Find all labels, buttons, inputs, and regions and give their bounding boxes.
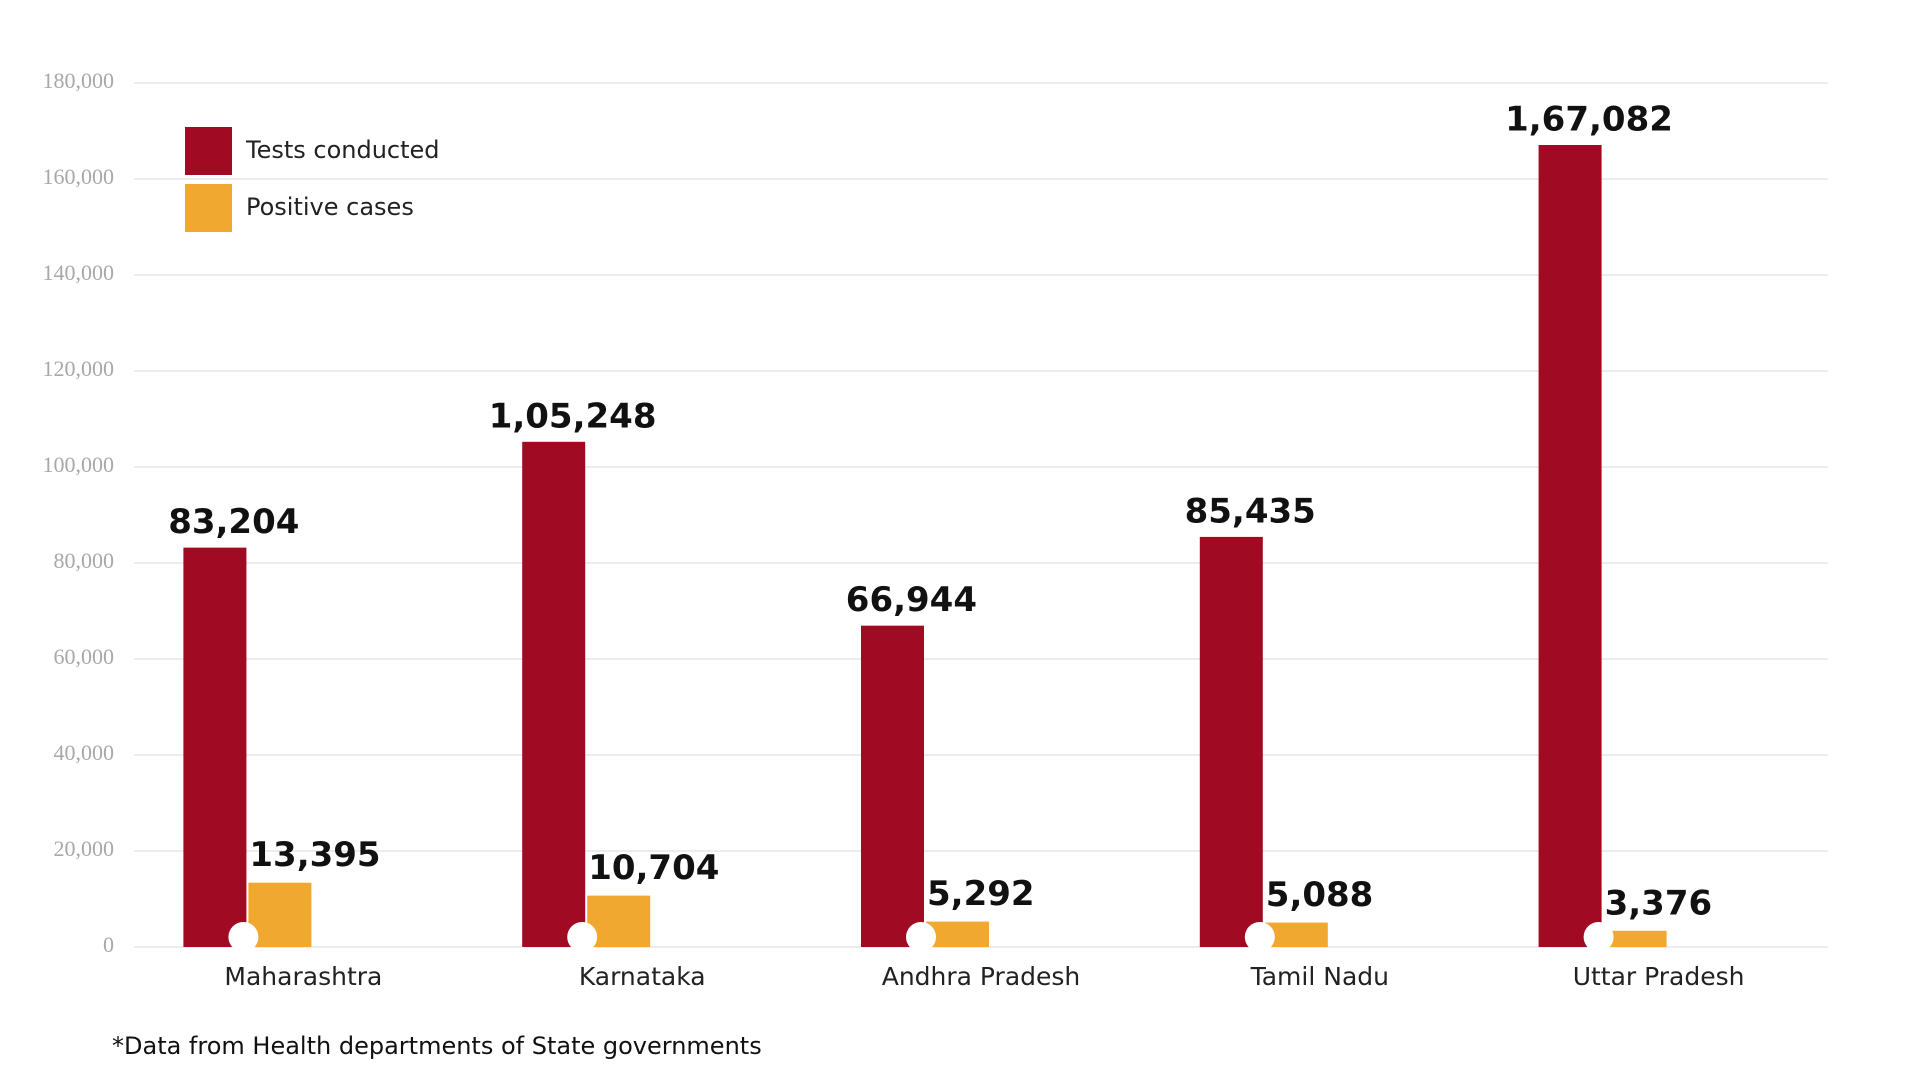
bar xyxy=(522,441,586,947)
bar xyxy=(926,921,989,947)
y-tick-label: 100,000 xyxy=(43,452,115,477)
value-label: 13,395 xyxy=(249,835,380,875)
value-label: 1,67,082 xyxy=(1505,100,1673,140)
bar xyxy=(861,625,924,947)
legend-swatch xyxy=(185,127,232,175)
value-label: 66,944 xyxy=(846,580,977,620)
y-tick-label: 60,000 xyxy=(54,644,115,669)
bar xyxy=(248,882,312,947)
value-label: 10,704 xyxy=(588,848,719,888)
x-tick-label: Karnataka xyxy=(579,962,706,991)
y-tick-label: 20,000 xyxy=(54,836,115,861)
footnote: *Data from Health departments of State g… xyxy=(112,1032,762,1060)
y-tick-label: 180,000 xyxy=(43,68,115,93)
y-tick-label: 80,000 xyxy=(54,548,115,573)
value-label: 83,204 xyxy=(168,502,299,542)
base-dot xyxy=(1583,922,1614,952)
y-tick-label: 40,000 xyxy=(54,740,115,765)
value-label: 5,292 xyxy=(927,874,1035,914)
legend-label: Positive cases xyxy=(246,193,414,221)
y-tick-label: 140,000 xyxy=(43,260,115,285)
bar xyxy=(1264,922,1328,947)
base-dot xyxy=(228,922,259,952)
bar xyxy=(1603,930,1667,947)
value-label: 85,435 xyxy=(1185,491,1316,531)
base-dot xyxy=(567,922,598,952)
legend-swatch xyxy=(185,184,232,232)
y-tick-label: 0 xyxy=(103,932,114,957)
bar xyxy=(587,895,651,947)
bar xyxy=(1538,145,1602,947)
value-label: 3,376 xyxy=(1605,883,1713,923)
bar xyxy=(183,547,247,947)
y-tick-label: 120,000 xyxy=(43,356,115,381)
x-tick-label: Andhra Pradesh xyxy=(882,962,1081,991)
bar xyxy=(1199,536,1263,947)
x-tick-label: Uttar Pradesh xyxy=(1573,962,1745,991)
y-tick-label: 160,000 xyxy=(43,164,115,189)
value-label: 1,05,248 xyxy=(489,396,657,436)
x-tick-label: Maharashtra xyxy=(224,962,382,991)
base-dot xyxy=(1244,922,1275,952)
value-label: 5,088 xyxy=(1266,875,1374,915)
x-tick-label: Tamil Nadu xyxy=(1250,962,1389,991)
base-dot xyxy=(906,922,936,952)
legend-label: Tests conducted xyxy=(245,136,440,164)
